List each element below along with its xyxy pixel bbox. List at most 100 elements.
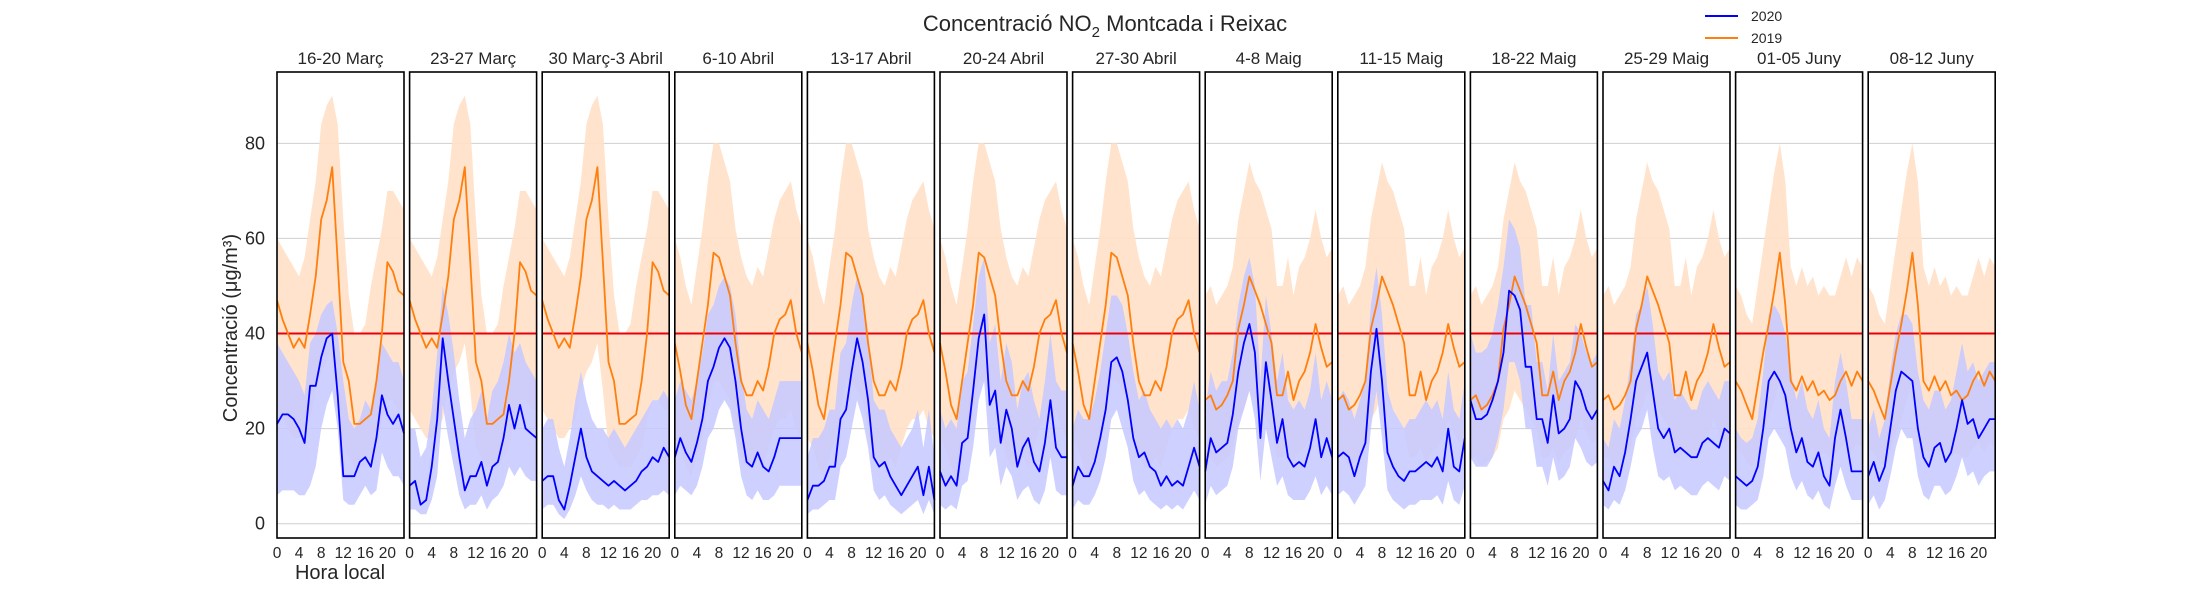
x-tick-label: 0 bbox=[1201, 545, 1210, 562]
panel: 18-22 Maig 0 4 8 12 16 20 bbox=[1466, 49, 1599, 562]
x-tick-label: 0 bbox=[670, 545, 679, 562]
x-tick-label: 12 bbox=[1661, 545, 1678, 562]
legend-label-2019: 2019 bbox=[1751, 30, 1782, 46]
panel-title: 13-17 Abril bbox=[830, 49, 911, 68]
x-tick-label: 8 bbox=[1908, 545, 1917, 562]
panel: 01-05 Juny 0 4 8 12 16 20 bbox=[1731, 49, 1864, 562]
x-tick-label: 4 bbox=[693, 545, 702, 562]
y-axis-label: Concentració (μg/m³) bbox=[220, 234, 242, 422]
x-tick-label: 20 bbox=[1307, 545, 1325, 562]
series-line-2020 bbox=[1204, 323, 1334, 472]
series-line-2020 bbox=[1867, 370, 1996, 482]
panel: 23-27 Març 0 4 8 12 16 20 bbox=[405, 49, 538, 562]
x-tick-label: 16 bbox=[1550, 545, 1567, 562]
series-line-2020 bbox=[1337, 327, 1466, 482]
series-line-2019 bbox=[1071, 251, 1201, 421]
panel-frame bbox=[1204, 71, 1333, 539]
x-tick-label: 4 bbox=[825, 545, 834, 562]
panel: 16-20 Març 0 4 8 12 16 20 bbox=[273, 49, 405, 562]
x-tick-label: 20 bbox=[1440, 545, 1458, 562]
x-tick-label: 20 bbox=[511, 545, 529, 562]
panel-title: 16-20 Març bbox=[298, 49, 384, 68]
band-2020 bbox=[277, 300, 404, 505]
x-tick-label: 4 bbox=[427, 545, 436, 562]
x-tick-label: 16 bbox=[1285, 545, 1302, 562]
x-tick-label: 20 bbox=[1705, 545, 1723, 562]
x-tick-label: 8 bbox=[582, 545, 591, 562]
y-tick-label: 80 bbox=[245, 133, 265, 153]
series-line-2020 bbox=[1071, 356, 1201, 487]
x-tick-label: 16 bbox=[1683, 545, 1700, 562]
panel-title: 08-12 Juny bbox=[1890, 49, 1975, 68]
series-line-2020 bbox=[1469, 289, 1599, 444]
panel-title: 27-30 Abril bbox=[1095, 49, 1176, 68]
band-2020 bbox=[542, 371, 670, 519]
x-tick-label: 4 bbox=[1886, 545, 1895, 562]
chart-title-main: Concentració NO bbox=[923, 11, 1092, 36]
x-tick-label: 4 bbox=[1223, 545, 1232, 562]
series-line-2019 bbox=[1734, 251, 1864, 421]
x-tick-label: 8 bbox=[1378, 545, 1387, 562]
x-tick-label: 20 bbox=[644, 545, 662, 562]
legend-label-2020: 2020 bbox=[1751, 8, 1782, 24]
panel-title: 01-05 Juny bbox=[1757, 49, 1842, 68]
series-line-2020 bbox=[806, 337, 936, 501]
panel-frame bbox=[1071, 71, 1201, 539]
x-tick-label: 4 bbox=[958, 545, 967, 562]
x-tick-label: 8 bbox=[1643, 545, 1652, 562]
panel: 4-8 Maig 0 4 8 12 16 20 bbox=[1201, 49, 1334, 562]
x-tick-label: 8 bbox=[317, 545, 326, 562]
x-tick-label: 0 bbox=[1466, 545, 1475, 562]
series-line-2020 bbox=[1735, 370, 1863, 487]
x-tick-label: 8 bbox=[1245, 545, 1254, 562]
x-tick-label: 20 bbox=[379, 545, 397, 562]
x-tick-label: 12 bbox=[1130, 545, 1147, 562]
x-tick-label: 16 bbox=[1948, 545, 1965, 562]
x-tick-label: 12 bbox=[732, 545, 749, 562]
x-tick-label: 16 bbox=[755, 545, 772, 562]
chart-title: Concentració NO2 Montcada i Reixac bbox=[923, 11, 1287, 41]
x-tick-label: 8 bbox=[715, 545, 724, 562]
panel-title: 30 Març-3 Abril bbox=[549, 49, 663, 68]
band-2020 bbox=[1470, 219, 1598, 486]
y-tick-label: 60 bbox=[245, 228, 265, 248]
series-line-2019 bbox=[1204, 275, 1333, 411]
x-tick-label: 0 bbox=[936, 545, 945, 562]
series-line-2020 bbox=[939, 313, 1067, 487]
x-tick-label: 20 bbox=[909, 545, 927, 562]
series-line-2020 bbox=[1602, 351, 1731, 492]
panel-frame bbox=[1337, 71, 1466, 539]
panel-frame bbox=[1469, 71, 1599, 539]
x-tick-label: 12 bbox=[865, 545, 882, 562]
x-tick-label: 0 bbox=[538, 545, 547, 562]
panel: 6-10 Abril 0 4 8 12 16 20 bbox=[670, 49, 803, 562]
panel-title: 23-27 Març bbox=[430, 49, 516, 68]
x-tick-label: 20 bbox=[777, 545, 795, 562]
x-tick-label: 12 bbox=[1263, 545, 1280, 562]
x-axis-label: Hora local bbox=[295, 562, 385, 584]
band-2020 bbox=[1735, 305, 1863, 510]
x-tick-label: 0 bbox=[1864, 545, 1873, 562]
series-line-2020 bbox=[673, 337, 802, 473]
x-tick-label: 12 bbox=[335, 545, 352, 562]
series-line-2019 bbox=[939, 251, 1068, 421]
panel-title: 11-15 Maig bbox=[1359, 49, 1443, 68]
series-line-2019 bbox=[673, 251, 803, 421]
x-tick-label: 4 bbox=[1621, 545, 1630, 562]
panel: 20-24 Abril 0 4 8 12 16 20 bbox=[936, 49, 1068, 562]
panel: 11-15 Maig 0 4 8 12 16 20 bbox=[1333, 49, 1466, 562]
series-line-2019 bbox=[541, 166, 670, 425]
x-tick-label: 8 bbox=[1510, 545, 1519, 562]
x-tick-label: 8 bbox=[1112, 545, 1121, 562]
x-tick-label: 16 bbox=[489, 545, 506, 562]
x-tick-label: 16 bbox=[1152, 545, 1169, 562]
x-tick-label: 0 bbox=[1068, 545, 1077, 562]
x-tick-label: 16 bbox=[622, 545, 639, 562]
y-tick-labels: 0 20 40 60 80 bbox=[245, 133, 265, 533]
series-line-2020 bbox=[409, 337, 538, 506]
series-line-2019 bbox=[1337, 275, 1466, 411]
x-tick-label: 20 bbox=[1837, 545, 1855, 562]
x-tick-label: 4 bbox=[1753, 545, 1762, 562]
